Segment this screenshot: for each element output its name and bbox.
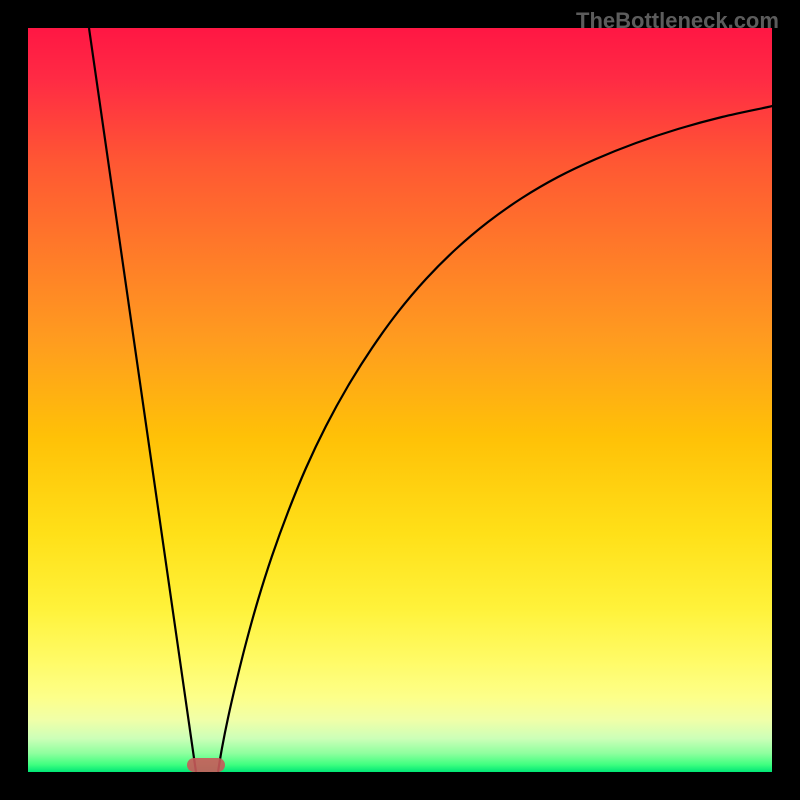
chart-container: TheBottleneck.com <box>0 0 800 800</box>
watermark: TheBottleneck.com <box>576 8 779 33</box>
chart-svg: TheBottleneck.com <box>0 0 800 800</box>
bottleneck-marker <box>187 758 225 772</box>
plot-area <box>28 28 773 772</box>
gradient-background <box>28 28 772 772</box>
